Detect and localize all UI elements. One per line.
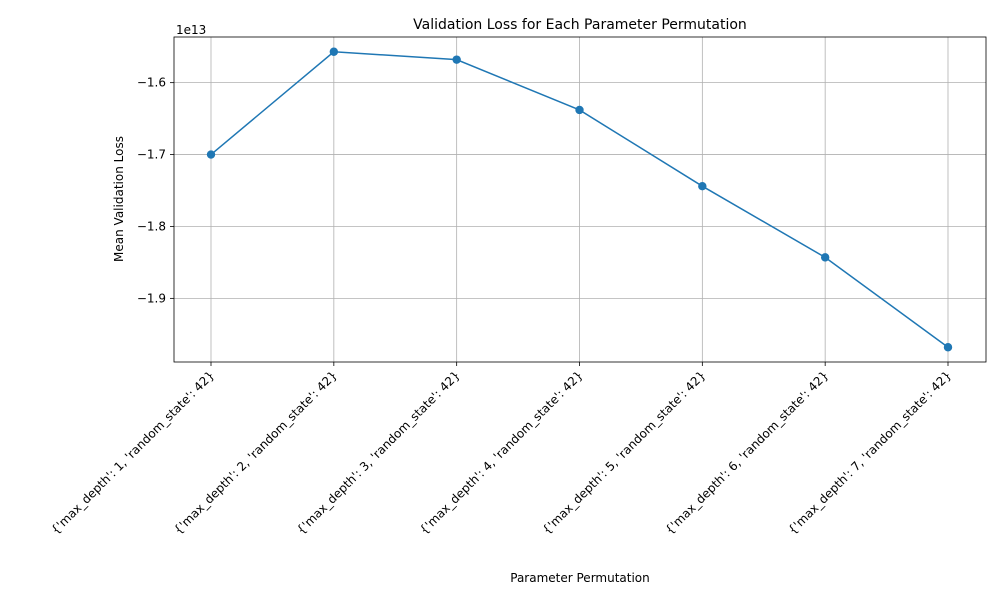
y-axis-label: Mean Validation Loss [112,136,126,262]
series-layer [206,47,953,352]
plot-frame [173,36,987,363]
y-tick-label: −1.8 [137,219,166,233]
data-point [329,47,339,56]
data-point [575,105,584,115]
y-tick-label: −1.7 [137,148,166,162]
data-point [698,181,707,191]
y-tick-label: −1.9 [137,291,166,305]
data-point [943,343,953,352]
data-point [820,253,830,262]
y-tick-label: −1.6 [137,76,166,90]
x-axis-label: Parameter Permutation [510,571,650,585]
data-point [206,150,216,159]
data-point [452,55,461,64]
chart-title: Validation Loss for Each Parameter Permu… [413,17,747,33]
grid-layer [174,37,986,362]
y-axis-offset-text: 1e13 [176,23,206,37]
axes-layer: {'max_depth': 1, 'random_state': 42}{'ma… [48,36,987,537]
